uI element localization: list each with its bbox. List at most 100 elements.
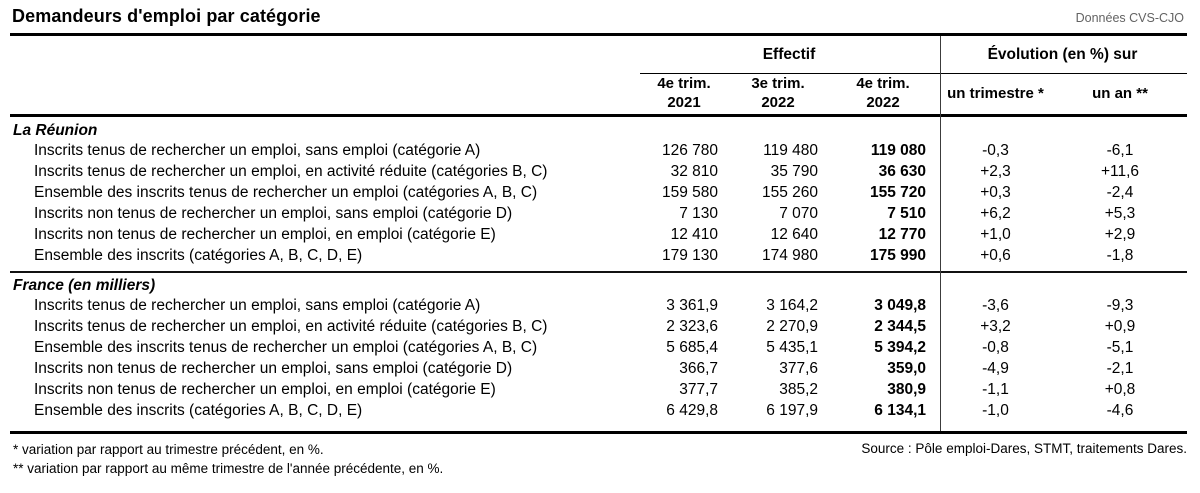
- value-q3-2022: 155 260: [761, 184, 818, 201]
- value-quarter-change: -0,3: [982, 142, 1009, 159]
- table-row: Inscrits tenus de rechercher un emploi, …: [10, 317, 1187, 338]
- row-label: Inscrits non tenus de rechercher un empl…: [34, 360, 513, 377]
- value-q4-2022: 5 394,2: [874, 339, 926, 356]
- value-q4-2022: 359,0: [887, 360, 926, 377]
- column-header-year: 2022: [761, 94, 795, 111]
- value-q4-2022: 12 770: [878, 226, 926, 243]
- header-separator-rule: [10, 114, 1187, 117]
- table-row: Inscrits non tenus de rechercher un empl…: [10, 359, 1187, 380]
- data-note: Données CVS-CJO: [1075, 11, 1184, 25]
- value-q4-2021: 179 130: [661, 247, 718, 264]
- value-q4-2022: 3 049,8: [874, 297, 926, 314]
- label-column-spacer: [10, 36, 640, 74]
- table-column-header-row: 4e trim. 2021 3e trim. 2022 4e trim. 202…: [10, 74, 1187, 114]
- footnote-quarter: * variation par rapport au trimestre pré…: [13, 441, 324, 457]
- section-la-reunion: La Réunion Inscrits tenus de rechercher …: [10, 117, 1187, 271]
- value-quarter-change: -1,1: [982, 381, 1009, 398]
- value-q4-2022: 36 630: [878, 163, 926, 180]
- table-row: Inscrits non tenus de rechercher un empl…: [10, 380, 1187, 401]
- employment-table: Effectif Évolution (en %) sur 4e trim. 2…: [10, 33, 1187, 434]
- source-note: Source : Pôle emploi-Dares, STMT, traite…: [861, 440, 1187, 456]
- value-q4-2021: 377,7: [679, 381, 718, 398]
- table-row: Inscrits tenus de rechercher un emploi, …: [10, 162, 1187, 183]
- value-quarter-change: -1,0: [982, 402, 1009, 419]
- column-group-divider: [940, 36, 941, 431]
- value-q3-2022: 385,2: [779, 381, 818, 398]
- value-year-change: +2,9: [1104, 226, 1136, 243]
- value-q4-2022: 6 134,1: [874, 402, 926, 419]
- value-year-change: -6,1: [1106, 142, 1134, 159]
- row-label: Inscrits tenus de rechercher un emploi, …: [34, 318, 548, 335]
- value-year-change: +11,6: [1100, 163, 1140, 180]
- value-year-change: -9,3: [1106, 297, 1134, 314]
- value-quarter-change: +6,2: [980, 205, 1011, 222]
- column-header-q3-2022: 3e trim. 2022: [728, 75, 828, 113]
- table-row: Inscrits non tenus de rechercher un empl…: [10, 204, 1187, 225]
- value-q4-2021: 159 580: [661, 184, 718, 201]
- value-year-change: -1,8: [1106, 247, 1134, 264]
- row-label: Inscrits non tenus de rechercher un empl…: [34, 381, 496, 398]
- value-year-change: +0,8: [1104, 381, 1136, 398]
- table-row: Ensemble des inscrits tenus de recherche…: [10, 338, 1187, 359]
- column-header-period: 3e trim.: [751, 75, 805, 93]
- row-label: Inscrits tenus de rechercher un emploi, …: [34, 142, 481, 159]
- row-label: Ensemble des inscrits (catégories A, B, …: [34, 402, 363, 419]
- table-row: Inscrits tenus de rechercher un emploi, …: [10, 141, 1187, 162]
- value-q3-2022: 5 435,1: [766, 339, 818, 356]
- column-header-year-change: un an **: [1092, 84, 1148, 102]
- group-header-evolution: Évolution (en %) sur: [938, 36, 1187, 74]
- value-q3-2022: 174 980: [761, 247, 818, 264]
- value-q3-2022: 12 640: [770, 226, 818, 243]
- page-header: Demandeurs d'emploi par catégorie Donnée…: [0, 0, 1200, 33]
- value-q4-2021: 32 810: [670, 163, 718, 180]
- row-label: Inscrits non tenus de rechercher un empl…: [34, 205, 513, 222]
- page-title: Demandeurs d'emploi par catégorie: [12, 6, 321, 26]
- table-row: Ensemble des inscrits (catégories A, B, …: [10, 401, 1187, 422]
- value-quarter-change: +3,2: [980, 318, 1011, 335]
- value-q4-2022: 7 510: [887, 205, 926, 222]
- value-q4-2021: 6 429,8: [666, 402, 718, 419]
- value-q3-2022: 6 197,9: [766, 402, 818, 419]
- value-q3-2022: 119 480: [763, 142, 818, 159]
- row-label: Ensemble des inscrits tenus de recherche…: [34, 339, 538, 356]
- table-row: Ensemble des inscrits (catégories A, B, …: [10, 246, 1187, 267]
- value-q4-2021: 5 685,4: [666, 339, 718, 356]
- row-label: Inscrits non tenus de rechercher un empl…: [34, 226, 496, 243]
- value-q4-2022: 380,9: [887, 381, 926, 398]
- value-q4-2021: 126 780: [661, 142, 718, 159]
- value-q3-2022: 377,6: [779, 360, 818, 377]
- section-separator-rule: [10, 270, 1187, 273]
- value-q4-2021: 366,7: [679, 360, 718, 377]
- table-group-header-row: Effectif Évolution (en %) sur: [10, 36, 1187, 74]
- value-q4-2021: 3 361,9: [666, 297, 718, 314]
- column-header-year: 2021: [667, 94, 701, 111]
- column-header-period: 4e trim.: [657, 75, 711, 93]
- row-label: Inscrits tenus de rechercher un emploi, …: [34, 163, 548, 180]
- value-quarter-change: -0,8: [982, 339, 1009, 356]
- table-row: Inscrits non tenus de rechercher un empl…: [10, 225, 1187, 246]
- table-row: Ensemble des inscrits tenus de recherche…: [10, 183, 1187, 204]
- value-year-change: +5,3: [1104, 205, 1136, 222]
- column-header-q4-2021: 4e trim. 2021: [640, 75, 728, 113]
- table-row: Inscrits tenus de rechercher un emploi, …: [10, 296, 1187, 317]
- value-q3-2022: 35 790: [770, 163, 818, 180]
- value-year-change: -5,1: [1106, 339, 1134, 356]
- value-quarter-change: +0,3: [980, 184, 1011, 201]
- value-q4-2021: 12 410: [670, 226, 718, 243]
- group-header-effectif: Effectif: [640, 36, 938, 74]
- column-header-q4-2022: 4e trim. 2022: [828, 75, 938, 113]
- page-footer: * variation par rapport au trimestre pré…: [13, 440, 1187, 479]
- value-q4-2022: 175 990: [869, 247, 926, 264]
- value-q4-2022: 2 344,5: [874, 318, 926, 335]
- section-title: La Réunion: [13, 121, 98, 139]
- value-quarter-change: -3,6: [982, 297, 1009, 314]
- row-label: Ensemble des inscrits tenus de recherche…: [34, 184, 538, 201]
- value-q3-2022: 7 070: [779, 205, 818, 222]
- value-year-change: -2,1: [1106, 360, 1134, 377]
- column-header-period: 4e trim.: [856, 75, 910, 93]
- value-quarter-change: +2,3: [980, 163, 1011, 180]
- row-label: Inscrits tenus de rechercher un emploi, …: [34, 297, 481, 314]
- value-year-change: -2,4: [1106, 184, 1134, 201]
- value-q4-2021: 2 323,6: [666, 318, 718, 335]
